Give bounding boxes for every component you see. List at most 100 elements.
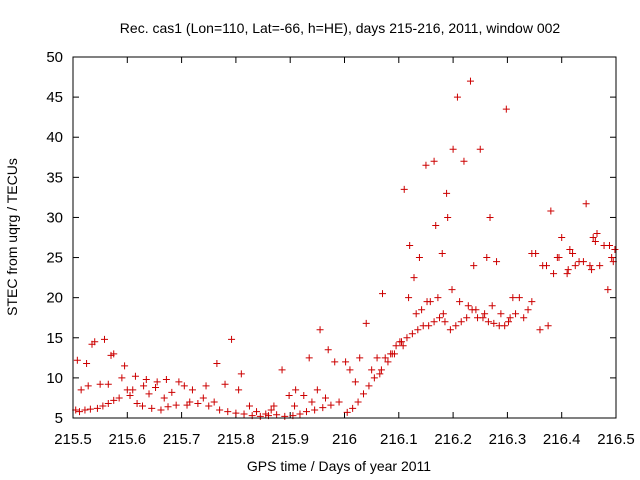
data-point — [605, 242, 613, 250]
data-point — [444, 213, 452, 221]
data-point — [422, 161, 430, 169]
data-point — [464, 302, 472, 310]
data-point — [152, 384, 160, 392]
data-point — [157, 406, 165, 414]
data-point — [396, 338, 404, 346]
data-point — [472, 306, 480, 314]
data-point — [139, 402, 147, 410]
data-point — [205, 402, 213, 410]
data-point — [86, 405, 94, 413]
data-point — [77, 386, 85, 394]
data-point — [449, 145, 457, 153]
data-point — [596, 262, 604, 270]
data-point — [142, 375, 150, 383]
data-point — [308, 398, 316, 406]
chart-title: Rec. cas1 (Lon=110, Lat=-66, h=HE), days… — [120, 20, 561, 36]
data-point — [99, 402, 107, 410]
data-point — [405, 294, 413, 302]
plot-frame — [72, 56, 617, 419]
data-point — [278, 366, 286, 374]
x-tick-label: 216.4 — [543, 431, 581, 448]
data-point — [270, 402, 278, 410]
data-point — [504, 318, 512, 326]
data-point — [202, 382, 210, 390]
data-point — [172, 401, 180, 409]
data-point — [441, 318, 449, 326]
data-point — [582, 200, 590, 208]
data-point — [373, 354, 381, 362]
data-point — [528, 298, 536, 306]
data-point — [611, 246, 619, 254]
data-point — [509, 294, 517, 302]
data-point — [292, 386, 300, 394]
x-tick-label: 216.5 — [597, 431, 635, 448]
y-tick-label: 20 — [46, 290, 63, 307]
data-point — [553, 254, 561, 262]
data-point — [240, 410, 248, 418]
x-tick-label: 215.6 — [109, 431, 147, 448]
data-point — [569, 250, 577, 258]
data-point — [302, 408, 310, 416]
data-point — [131, 372, 139, 380]
data-point — [481, 310, 489, 318]
data-point — [506, 314, 514, 322]
data-point — [343, 408, 351, 416]
x-tick-label: 215.5 — [54, 431, 92, 448]
data-point — [126, 392, 134, 400]
data-point — [342, 358, 350, 366]
x-tick-label: 216.2 — [434, 431, 472, 448]
data-point — [133, 400, 141, 408]
data-point — [346, 366, 354, 374]
data-point — [377, 366, 385, 374]
x-tick-label: 215.7 — [163, 431, 201, 448]
data-point — [365, 382, 373, 390]
data-point — [145, 390, 153, 398]
y-tick-label: 5 — [55, 410, 63, 427]
data-point — [558, 234, 566, 241]
data-point — [571, 262, 579, 270]
data-point — [457, 318, 465, 326]
data-point — [490, 319, 498, 327]
data-point — [370, 374, 378, 382]
data-point — [300, 392, 308, 400]
data-point — [484, 318, 492, 326]
data-point — [448, 286, 456, 294]
x-tick-label: 216.1 — [380, 431, 418, 448]
data-point — [539, 262, 547, 270]
data-point — [331, 358, 339, 366]
data-point — [100, 335, 108, 343]
data-point — [88, 340, 96, 348]
data-point — [362, 319, 370, 327]
data-point — [479, 314, 487, 322]
data-point — [410, 274, 418, 282]
data-point — [175, 378, 183, 386]
y-tick-label: 35 — [46, 169, 63, 186]
data-point — [434, 294, 442, 302]
data-point — [524, 306, 532, 314]
data-point — [121, 362, 129, 370]
data-point — [180, 382, 188, 390]
data-point — [515, 294, 523, 302]
data-point — [160, 394, 168, 402]
data-point — [311, 406, 319, 414]
data-point — [446, 326, 454, 334]
data-point — [245, 402, 253, 410]
x-tick-label: 215.8 — [217, 431, 255, 448]
data-point — [528, 250, 536, 258]
data-point — [107, 351, 115, 359]
data-point — [608, 254, 616, 262]
data-point — [153, 378, 161, 386]
y-tick-labels: 5 10 15 20 25 30 35 40 45 50 — [46, 49, 63, 427]
data-point — [232, 409, 240, 417]
data-point — [148, 404, 156, 412]
data-point — [463, 314, 471, 322]
y-axis-title: STEC from uqrg / TECUs — [4, 158, 20, 316]
data-point — [273, 411, 281, 419]
data-point — [224, 408, 232, 416]
data-point — [110, 396, 118, 404]
data-point — [351, 378, 359, 386]
data-point — [115, 394, 123, 402]
data-point — [262, 410, 270, 418]
y-tick-label: 10 — [46, 370, 63, 387]
